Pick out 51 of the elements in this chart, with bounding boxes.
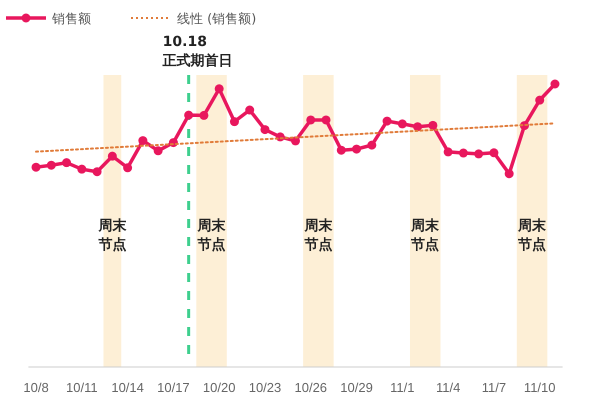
band-label: 周末节点 bbox=[303, 218, 334, 253]
point bbox=[444, 147, 453, 156]
point bbox=[108, 152, 117, 161]
x-tick-label: 11/10 bbox=[524, 380, 556, 396]
x-tick-label: 10/14 bbox=[111, 380, 144, 396]
point bbox=[138, 136, 148, 146]
point bbox=[550, 80, 560, 88]
point bbox=[504, 169, 514, 178]
point bbox=[535, 96, 544, 105]
band-label: 周末节点 bbox=[196, 218, 227, 253]
band-label: 周末节点 bbox=[97, 218, 128, 253]
point bbox=[92, 167, 102, 176]
x-tick-label: 10/8 bbox=[23, 380, 49, 396]
point bbox=[382, 116, 392, 126]
legend-label: 线性 (销售额) bbox=[177, 12, 256, 27]
point bbox=[458, 148, 468, 158]
point bbox=[123, 163, 132, 172]
point bbox=[62, 158, 72, 168]
x-tick-label: 11/7 bbox=[482, 380, 506, 396]
point bbox=[322, 115, 331, 124]
point bbox=[474, 149, 484, 158]
x-tick-label: 11/4 bbox=[436, 380, 460, 396]
x-tick-label: 10/11 bbox=[66, 380, 98, 396]
ref-line-label: 10.18 正式期首日 bbox=[162, 34, 233, 69]
point bbox=[398, 119, 407, 128]
point bbox=[214, 84, 224, 94]
point bbox=[489, 148, 498, 158]
point bbox=[306, 115, 316, 124]
point bbox=[199, 110, 208, 120]
legend-label: 销售额 bbox=[51, 12, 91, 27]
point bbox=[428, 120, 438, 130]
x-tick-label: 11/1 bbox=[390, 380, 415, 396]
x-tick-label: 10/23 bbox=[248, 380, 282, 396]
point bbox=[367, 140, 376, 150]
band-label: 周末节点 bbox=[517, 218, 548, 253]
x-tick-label: 10/29 bbox=[340, 380, 373, 396]
x-tick-label: 10/17 bbox=[157, 380, 190, 396]
x-tick-label: 10/26 bbox=[294, 380, 328, 396]
point bbox=[230, 117, 239, 126]
x-tick-label: 10/20 bbox=[202, 380, 236, 396]
point bbox=[46, 160, 56, 170]
point bbox=[336, 146, 346, 155]
point bbox=[245, 106, 254, 115]
point bbox=[260, 125, 270, 134]
point bbox=[352, 144, 362, 154]
point bbox=[413, 122, 422, 132]
point bbox=[32, 162, 41, 172]
point bbox=[154, 146, 163, 156]
point bbox=[184, 110, 194, 120]
point bbox=[77, 164, 86, 174]
band-label: 周末节点 bbox=[410, 218, 440, 253]
